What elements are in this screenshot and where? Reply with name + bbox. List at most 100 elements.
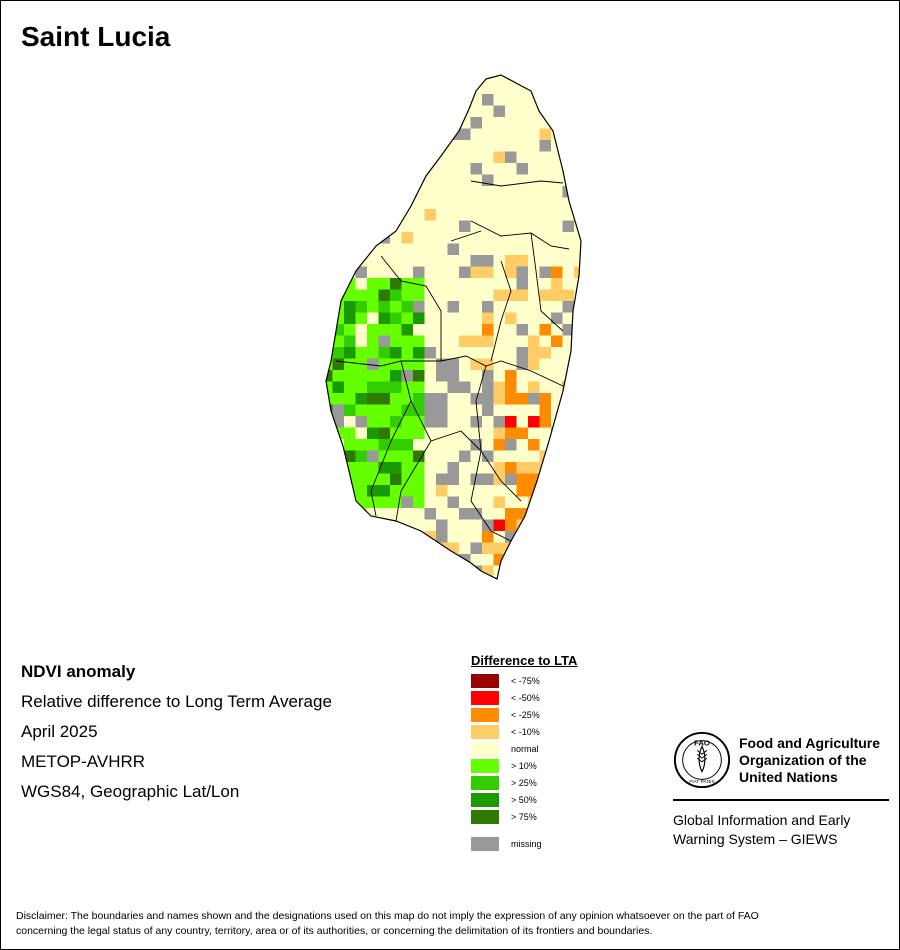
ndvi-cell [470,439,483,451]
ndvi-cell [332,508,345,520]
fao-emblem-icon: FAO FIAT PANIS [673,731,731,789]
ndvi-cell [482,577,494,579]
ndvi-cell [447,255,460,267]
ndvi-cell [326,266,333,279]
ndvi-cell [436,358,448,371]
ndvi-cell [367,75,379,83]
ndvi-cell [401,577,414,579]
ndvi-cell [390,312,402,325]
ndvi-cell [505,439,517,451]
ndvi-cell [436,255,448,267]
ndvi-cell [367,542,379,555]
ndvi-cell [326,324,333,336]
ndvi-cell [574,335,581,348]
ndvi-cell [390,266,402,279]
ndvi-cell [332,462,345,474]
ndvi-cell [493,278,506,290]
disclaimer: Disclaimer: The boundaries and names sho… [16,910,759,937]
ndvi-cell [574,312,581,325]
ndvi-cell [326,163,333,175]
ndvi-cell [574,381,581,394]
ndvi-cell [470,255,483,267]
ndvi-cell [459,427,471,440]
ndvi-cell [355,462,368,474]
ndvi-cell [326,128,333,141]
ndvi-cell [344,82,356,95]
ndvi-cell [516,542,529,555]
ndvi-cell [539,301,552,313]
ndvi-cell [562,232,575,244]
ndvi-cell [493,82,506,95]
ndvi-cell [401,75,414,83]
ndvi-cell [355,312,368,325]
ndvi-cell [551,94,563,106]
ndvi-cell [528,75,540,83]
ndvi-cell [459,542,471,555]
ndvi-cell [332,220,345,233]
ndvi-cell [539,542,552,555]
ndvi-cell [413,542,425,555]
ndvi-cell [332,519,345,532]
ndvi-cell [528,82,540,95]
ndvi-cell [424,393,437,405]
ndvi-cell [493,128,506,141]
ndvi-cell [528,140,540,152]
ndvi-cell [447,485,460,497]
ndvi-cell [436,105,448,118]
ndvi-cell [436,301,448,313]
legend-label: > 75% [511,811,537,822]
ndvi-cell [413,393,425,405]
ndvi-cell [459,347,471,359]
ndvi-cell [378,508,391,520]
ndvi-cell [390,565,402,578]
ndvi-cell [574,496,581,509]
ndvi-cell [482,128,494,141]
ndvi-cell [551,105,563,118]
ndvi-cell [413,209,425,221]
ndvi-cell [436,404,448,417]
ndvi-cell [436,163,448,175]
ndvi-cell [344,209,356,221]
ndvi-cell [459,393,471,405]
ndvi-cell [528,404,540,417]
ndvi-cell [505,565,517,578]
ndvi-cell [413,301,425,313]
ndvi-cell [574,197,581,210]
ndvi-cell [424,485,437,497]
ndvi-cell [390,370,402,382]
ndvi-cell [367,485,379,497]
ndvi-cell [505,473,517,486]
ndvi-cell [378,140,391,152]
legend-label: normal [511,743,539,754]
ndvi-cell [367,174,379,187]
ndvi-cell [378,427,391,440]
ndvi-cell [470,324,483,336]
ndvi-cell [470,232,483,244]
ndvi-cell [562,312,575,325]
ndvi-cell [344,128,356,141]
ndvi-cell [562,255,575,267]
sensor-name: METOP-AVHRR [21,752,146,771]
emblem-motto: FIAT PANIS [689,779,715,785]
ndvi-cell [436,128,448,141]
ndvi-cell [367,358,379,371]
ndvi-cell [528,473,540,486]
ndvi-cell [539,105,552,118]
ndvi-cell [436,496,448,509]
ndvi-cell [436,266,448,279]
district-boundaries [335,180,570,542]
ndvi-cell [539,278,552,290]
ndvi-cell [436,335,448,348]
ndvi-cell [424,450,437,463]
ndvi-cell [551,289,563,302]
ndvi-cell [424,255,437,267]
ndvi-cell [413,151,425,164]
ndvi-cell [551,75,563,83]
ndvi-cell [367,335,379,348]
legend-label: < -50% [511,692,540,703]
legend-swatch [471,792,499,807]
ndvi-cell [482,508,494,520]
ndvi-cell [551,163,563,175]
ndvi-cell [516,94,529,106]
ndvi-cell [424,117,437,129]
